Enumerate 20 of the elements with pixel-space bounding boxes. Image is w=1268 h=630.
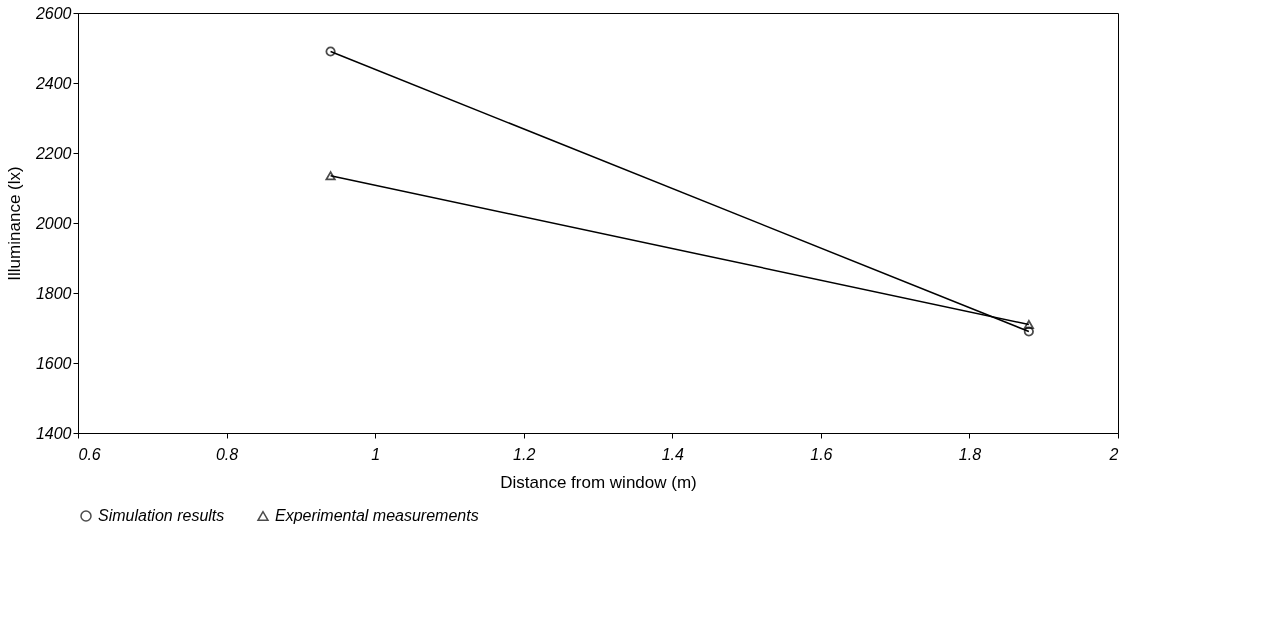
point <box>325 46 336 57</box>
x-tick-label: 1.6 <box>810 445 833 463</box>
x-tick-label: 1.2 <box>513 445 536 463</box>
y-tick-label: 2200 <box>34 144 72 162</box>
y-tick-label: 1400 <box>35 424 72 442</box>
x-tick-label: 1 <box>371 445 381 463</box>
y-tick-label: 1800 <box>35 284 72 302</box>
y-tick-label: 2000 <box>34 214 72 232</box>
y-tick-label: 2400 <box>34 74 72 92</box>
x-tick-label: 1.4 <box>661 445 684 463</box>
y-tick-label: 2600 <box>34 4 72 22</box>
x-tick-label: 2 <box>1108 445 1119 463</box>
x-tick-label: 0.8 <box>215 445 239 463</box>
legend-label: Simulation results <box>98 507 225 524</box>
x-tick-label: 0.6 <box>78 445 101 463</box>
y-axis-title: Illuminance (lx) <box>4 166 24 281</box>
x-tick-label: 1.8 <box>958 445 982 463</box>
x-axis-title: Distance from window (m) <box>500 472 697 492</box>
legend-label: Experimental measurements <box>275 507 479 524</box>
y-tick-label: 1600 <box>35 354 72 372</box>
